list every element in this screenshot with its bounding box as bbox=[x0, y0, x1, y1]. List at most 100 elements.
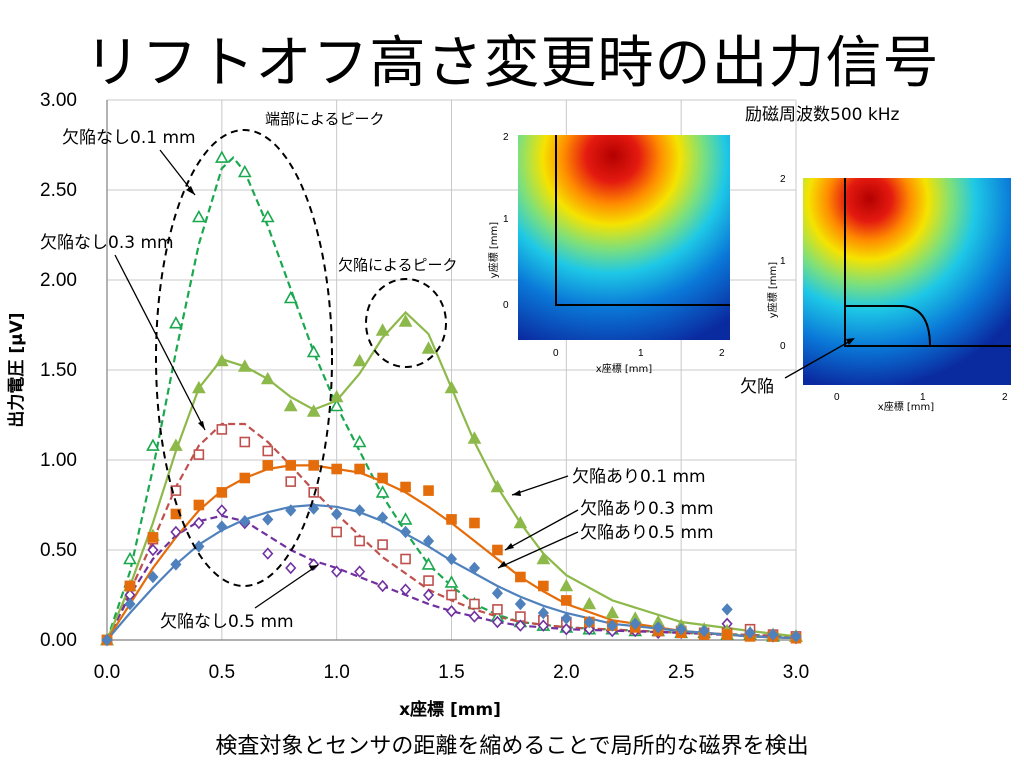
point-s4 bbox=[216, 487, 228, 498]
fit-curve-1 bbox=[106, 422, 797, 641]
svg-text:0: 0 bbox=[780, 341, 786, 352]
point-s5 bbox=[101, 633, 113, 647]
y-axis-label: 出力電圧 [μV] bbox=[6, 312, 27, 427]
point-s2 bbox=[170, 525, 182, 539]
point-s1 bbox=[400, 553, 411, 565]
point-s5 bbox=[629, 617, 641, 630]
point-s2 bbox=[491, 615, 504, 629]
point-s1 bbox=[308, 487, 320, 498]
point-s1 bbox=[331, 526, 342, 538]
svg-text:2: 2 bbox=[719, 348, 725, 359]
point-s5 bbox=[399, 525, 412, 539]
point-s5 bbox=[422, 534, 435, 548]
point-s5 bbox=[491, 587, 504, 600]
point-s4 bbox=[285, 460, 297, 471]
point-s4 bbox=[193, 499, 205, 511]
y-tick-label: 1.00 bbox=[40, 450, 77, 471]
y-tick-label: 1.50 bbox=[40, 360, 77, 381]
series-label-nodefect-05: 欠陥なし0.5 mm bbox=[160, 612, 294, 632]
point-s0 bbox=[169, 316, 183, 329]
svg-text:1: 1 bbox=[503, 214, 509, 225]
point-s3 bbox=[283, 398, 298, 412]
chart-axes: 0.0 0.5 1.0 1.5 2.0 2.5 3.0 0.00 0.50 1.00 1.50 2.0… bbox=[40, 90, 809, 683]
y-tick-label: 2.50 bbox=[40, 180, 77, 201]
svg-text:2: 2 bbox=[780, 174, 786, 185]
point-s2 bbox=[354, 565, 366, 578]
caption: 検査対象とセンサの距離を縮めることで局所的な磁界を検出 bbox=[215, 734, 809, 759]
defect-label: 欠陥 bbox=[740, 377, 774, 397]
point-s4 bbox=[446, 514, 457, 525]
point-s2 bbox=[445, 605, 458, 618]
point-s2 bbox=[377, 579, 389, 593]
x-tick-label: 1.0 bbox=[323, 662, 349, 683]
x-tick-label: 3.0 bbox=[783, 662, 809, 683]
point-s0 bbox=[329, 398, 344, 412]
point-s1 bbox=[216, 424, 228, 435]
point-s5 bbox=[331, 507, 343, 521]
inset-heatmap-no-defect: 2 1 0 0 1 2 x座標 [mm] y座標 [mm] bbox=[487, 132, 730, 375]
page-title: リフトオフ高さ変更時の出力信号 bbox=[84, 31, 940, 96]
point-s3 bbox=[237, 359, 252, 372]
point-s3 bbox=[536, 551, 551, 565]
point-s4 bbox=[147, 532, 159, 543]
series-label-defect-01: 欠陥あり0.1 mm bbox=[572, 467, 706, 487]
defect-peak-ellipse bbox=[365, 278, 447, 368]
svg-text:y座標 [mm]: y座標 [mm] bbox=[487, 222, 500, 278]
point-s2 bbox=[537, 619, 549, 632]
svg-text:1: 1 bbox=[780, 256, 786, 267]
point-s3 bbox=[260, 371, 275, 385]
point-s5 bbox=[652, 621, 664, 634]
point-s5 bbox=[285, 504, 297, 517]
point-s5 bbox=[537, 606, 549, 620]
point-s3 bbox=[467, 431, 482, 444]
point-s5 bbox=[583, 615, 595, 629]
svg-text:2: 2 bbox=[503, 132, 509, 143]
svg-text:1: 1 bbox=[920, 392, 926, 403]
point-s1 bbox=[193, 449, 205, 460]
point-s5 bbox=[514, 597, 526, 611]
y-tick-label: 0.50 bbox=[40, 540, 77, 561]
x-tick-label: 2.5 bbox=[668, 662, 694, 683]
point-s5 bbox=[721, 603, 733, 616]
point-s1 bbox=[469, 598, 480, 610]
point-s0 bbox=[421, 557, 436, 570]
point-s5 bbox=[124, 597, 136, 611]
x-tick-label: 0.5 bbox=[209, 662, 235, 683]
series-label-nodefect-01: 欠陥なし0.1 mm bbox=[62, 128, 196, 148]
svg-text:0: 0 bbox=[503, 300, 509, 311]
point-s3 bbox=[214, 353, 229, 367]
svg-text:0: 0 bbox=[553, 348, 559, 359]
point-s3 bbox=[352, 353, 367, 367]
point-s2 bbox=[422, 588, 435, 602]
point-s3 bbox=[329, 389, 344, 403]
point-s0 bbox=[192, 209, 206, 223]
point-s2 bbox=[560, 623, 572, 636]
point-s5 bbox=[468, 561, 481, 575]
point-s4 bbox=[308, 460, 320, 471]
y-tick-label: 3.00 bbox=[40, 90, 77, 111]
point-s0 bbox=[283, 290, 298, 304]
point-s0 bbox=[146, 438, 160, 451]
point-s5 bbox=[445, 552, 458, 566]
x-tick-label: 1.5 bbox=[438, 662, 464, 683]
point-s0 bbox=[123, 551, 137, 565]
point-s5 bbox=[170, 558, 182, 571]
point-s2 bbox=[285, 561, 297, 575]
point-s1 bbox=[446, 589, 457, 601]
defect-peak-label: 欠陥によるピーク bbox=[338, 256, 458, 274]
point-s3 bbox=[582, 596, 597, 610]
point-s5 bbox=[354, 504, 366, 517]
point-s4 bbox=[331, 463, 342, 475]
point-s2 bbox=[216, 504, 228, 517]
point-s1 bbox=[423, 575, 434, 586]
point-s3 bbox=[490, 479, 505, 493]
point-s5 bbox=[262, 513, 274, 526]
point-s5 bbox=[606, 619, 618, 632]
point-s4 bbox=[377, 472, 388, 484]
point-s5 bbox=[744, 626, 756, 639]
point-s3 bbox=[306, 404, 321, 417]
freq-label: 励磁周波数500 kHz bbox=[745, 105, 899, 125]
point-s1 bbox=[354, 535, 365, 547]
fit-curve-2 bbox=[106, 514, 797, 641]
